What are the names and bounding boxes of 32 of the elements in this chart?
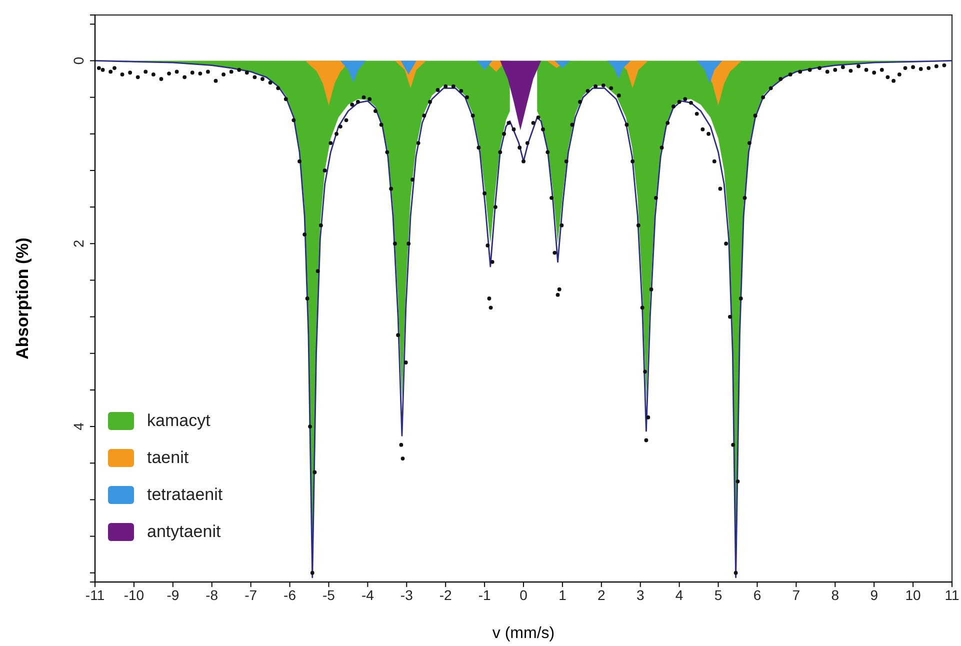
x-axis-title: v (mm/s)	[492, 625, 555, 642]
y-tick-label: 0	[70, 56, 86, 65]
y-axis-title: Absorption (%)	[13, 238, 32, 360]
x-tick-label: -8	[206, 586, 218, 603]
x-tick-label: 7	[792, 586, 800, 603]
y-tick-label: 4	[70, 422, 86, 430]
legend-label: antytaenit	[147, 522, 221, 541]
legend-label: taenit	[147, 448, 189, 467]
legend-label: tetrataenit	[147, 485, 223, 504]
x-tick-label: -11	[85, 586, 105, 603]
x-tick-label: -10	[124, 586, 144, 603]
x-tick-label: 6	[753, 586, 762, 603]
x-tick-label: 2	[598, 586, 606, 603]
x-tick-label: 8	[831, 586, 840, 603]
x-tick-label: 5	[714, 586, 722, 603]
x-tick-label: 11	[944, 586, 960, 603]
x-tick-label: 1	[558, 586, 567, 603]
x-tick-label: 10	[905, 586, 922, 603]
x-tick-label: -5	[322, 586, 336, 603]
y-tick-label: 2	[70, 240, 86, 248]
x-tick-label: -4	[361, 586, 374, 603]
x-tick-label: -6	[284, 586, 296, 603]
x-tick-label: -3	[400, 586, 414, 603]
x-tick-label: -7	[244, 586, 258, 603]
x-tick-label: 9	[870, 586, 878, 603]
x-tick-label: -2	[439, 586, 452, 603]
x-tick-label: 0	[520, 586, 528, 603]
x-tick-label: -1	[478, 586, 491, 603]
x-tick-label: 4	[675, 586, 684, 603]
legend-label: kamacyt	[147, 411, 211, 430]
x-tick-label: 3	[636, 586, 644, 603]
x-tick-label: -9	[166, 586, 180, 603]
